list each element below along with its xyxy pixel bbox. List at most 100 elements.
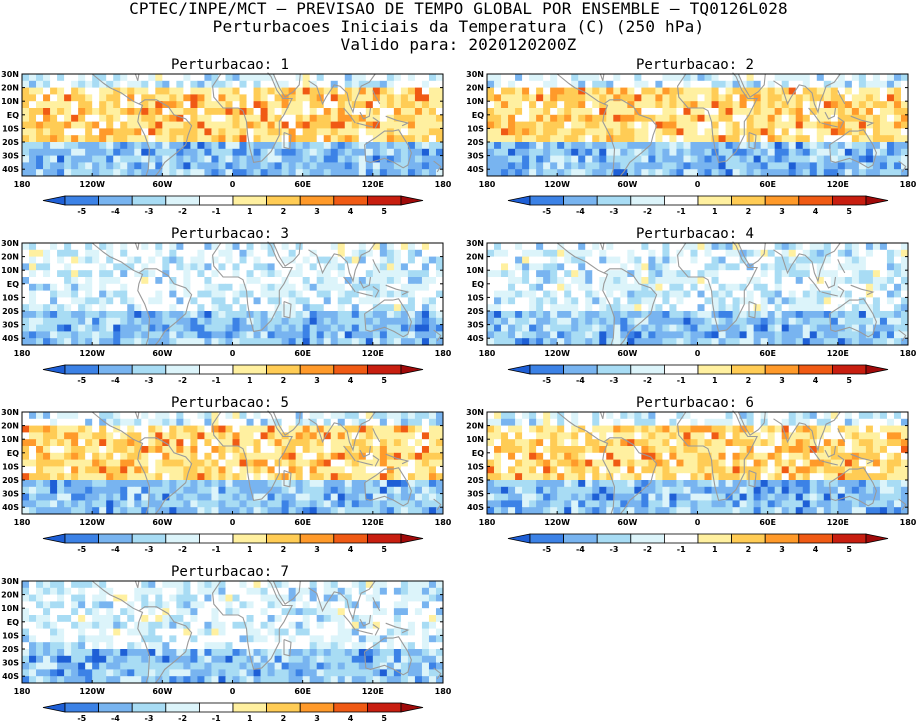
lon-tick-label: 180 [14, 180, 31, 189]
lat-tick-label: 20S [2, 476, 19, 485]
lon-tick-label: 180 [14, 687, 31, 696]
lat-tick-label: EQ [7, 449, 19, 458]
lon-tick-label: 60E [294, 518, 311, 527]
lon-tick-label: 60W [617, 180, 637, 189]
map-field [22, 580, 443, 684]
map-field [487, 242, 908, 346]
colorbar-label: -2 [178, 376, 187, 385]
lat-tick-label: 20N [1, 84, 19, 93]
lat-tick-label: 30N [466, 239, 484, 248]
lat-tick-label: EQ [472, 449, 484, 458]
colorbar-label: -2 [643, 545, 652, 554]
colorbar-label: -5 [77, 376, 86, 385]
colorbar-label: 4 [348, 376, 354, 385]
colorbar-label: 1 [247, 545, 253, 554]
lon-tick-label: 60E [294, 349, 311, 358]
lon-tick-label: 180 [900, 518, 917, 527]
colorbar-label: -4 [111, 207, 120, 216]
colorbar-label: -4 [576, 207, 585, 216]
lat-tick-label: 20S [467, 476, 484, 485]
colorbar-label: 5 [846, 207, 852, 216]
lat-tick-label: EQ [7, 618, 19, 627]
lon-tick-label: 0 [695, 518, 701, 527]
colorbar-label: 5 [381, 545, 387, 554]
lat-tick-label: 20N [466, 84, 484, 93]
lat-tick-label: 40S [2, 165, 19, 174]
colorbar-label: -3 [145, 376, 154, 385]
colorbar-label: -2 [643, 207, 652, 216]
lat-tick-label: 10S [2, 293, 19, 302]
lat-tick-label: 10S [2, 124, 19, 133]
lon-tick-label: 120E [362, 180, 384, 189]
colorbar-label: 5 [846, 545, 852, 554]
lat-tick-label: EQ [7, 111, 19, 120]
map-field [22, 242, 443, 346]
lat-tick-label: 20S [467, 138, 484, 147]
lon-tick-label: 120W [79, 349, 105, 358]
lat-tick-label: 30S [467, 490, 484, 499]
map-field [22, 73, 443, 177]
colorbar-label: -1 [677, 376, 686, 385]
colorbar-label: -3 [145, 207, 154, 216]
lat-tick-label: 40S [467, 334, 484, 343]
lon-tick-label: 60E [759, 180, 776, 189]
lat-tick-label: 20S [2, 307, 19, 316]
lat-tick-label: 30N [466, 70, 484, 79]
colorbar-label: 4 [348, 207, 354, 216]
lat-tick-label: 30S [2, 152, 19, 161]
lon-tick-label: 180 [435, 349, 452, 358]
lat-tick-label: 30N [466, 408, 484, 417]
lat-tick-label: 10N [1, 97, 19, 106]
lat-tick-label: 10N [466, 97, 484, 106]
lon-tick-label: 0 [230, 518, 236, 527]
lat-tick-label: 40S [2, 672, 19, 681]
lon-tick-label: 0 [695, 349, 701, 358]
lat-tick-label: 10S [467, 124, 484, 133]
lon-tick-label: 120E [827, 349, 849, 358]
colorbar-label: 2 [746, 207, 752, 216]
colorbar-label: 2 [281, 545, 287, 554]
lat-tick-label: 10N [1, 266, 19, 275]
colorbar-label: -2 [643, 376, 652, 385]
lon-tick-label: 60W [617, 349, 637, 358]
lat-tick-label: 10N [1, 604, 19, 613]
colorbar-label: 5 [381, 376, 387, 385]
lon-tick-label: 120E [362, 687, 384, 696]
lon-tick-label: 180 [435, 518, 452, 527]
colorbar-label: 3 [779, 545, 785, 554]
colorbar-label: 1 [712, 545, 718, 554]
lat-tick-label: EQ [7, 280, 19, 289]
lat-tick-label: 40S [2, 334, 19, 343]
lon-tick-label: 120W [544, 349, 570, 358]
lat-tick-label: 20S [467, 307, 484, 316]
colorbar-label: 4 [813, 376, 819, 385]
colorbar-label: 2 [281, 207, 287, 216]
lat-tick-label: 30N [1, 70, 19, 79]
colorbar-label: -3 [610, 376, 619, 385]
colorbar-label: -2 [178, 545, 187, 554]
colorbar-label: 3 [314, 376, 320, 385]
lat-tick-label: 30N [1, 239, 19, 248]
colorbar-label: 3 [779, 376, 785, 385]
lat-tick-label: 10N [466, 435, 484, 444]
lon-tick-label: 60W [617, 518, 637, 527]
map-field [22, 411, 443, 515]
lon-tick-label: 0 [230, 349, 236, 358]
lat-tick-label: 10N [1, 435, 19, 444]
lat-tick-label: 30N [1, 408, 19, 417]
colorbar-label: -3 [610, 545, 619, 554]
colorbar-label: -1 [677, 545, 686, 554]
